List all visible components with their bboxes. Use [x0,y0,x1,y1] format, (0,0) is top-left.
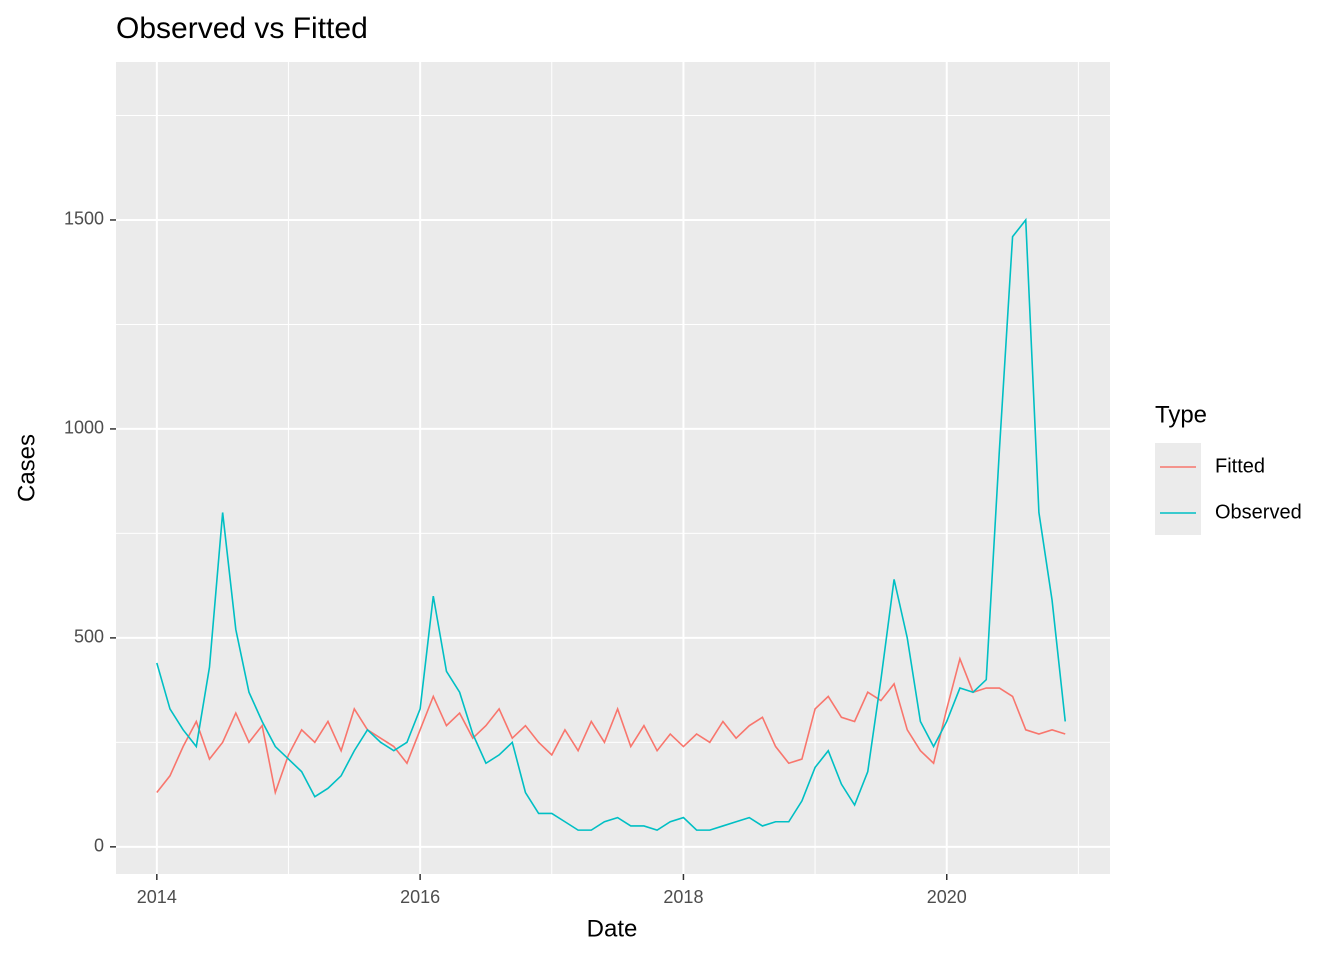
x-tick-label: 2018 [663,887,703,907]
y-tick-label: 1000 [64,418,104,438]
legend-label: Observed [1215,501,1302,523]
x-tick-label: 2020 [927,887,967,907]
y-tick-label: 0 [94,836,104,856]
panel [116,62,1110,874]
y-tick-label: 500 [74,627,104,647]
chart-title: Observed vs Fitted [116,12,368,45]
legend-key-bg [1155,443,1201,535]
x-axis-label: Date [587,915,638,942]
x-tick-label: 2016 [400,887,440,907]
series-line [156,217,1067,831]
series-line [156,656,1066,796]
x-tick-label: 2014 [137,887,177,907]
y-axis-label: Cases [13,434,40,502]
legend-label: Fitted [1215,455,1265,477]
y-tick-label: 1500 [64,209,104,229]
legend-title: Type [1155,401,1207,428]
